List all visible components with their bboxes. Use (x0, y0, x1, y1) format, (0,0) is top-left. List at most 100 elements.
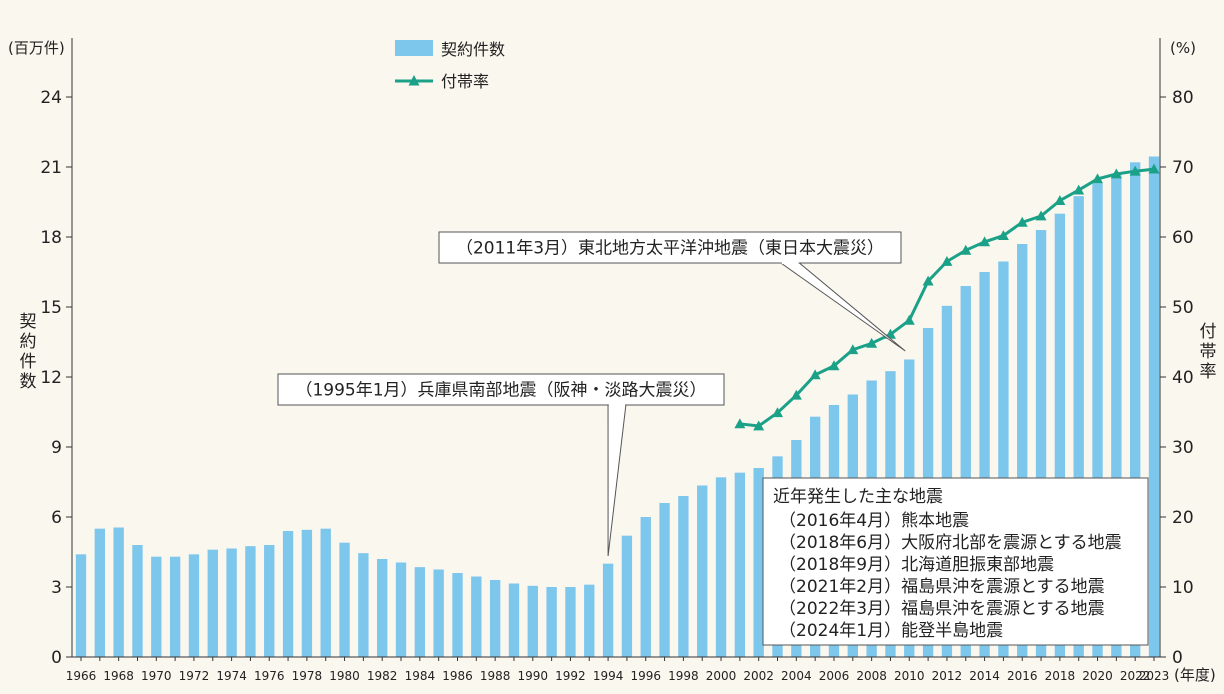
ratio-marker-2010 (903, 314, 915, 325)
bar-1991 (546, 587, 557, 657)
bar-2013 (960, 286, 971, 657)
bar-1996 (640, 517, 651, 657)
left-tick-label: 21 (40, 158, 62, 178)
left-tick-label: 18 (40, 228, 62, 248)
bar-1997 (659, 503, 670, 657)
bar-1983 (395, 562, 407, 657)
recent-box-item: （2021年2月）福島県沖を震源とする地震 (779, 577, 1105, 597)
bar-1988 (489, 580, 501, 657)
x-tick-label: 2004 (781, 669, 812, 683)
x-tick-label: 2016 (1007, 669, 1038, 683)
recent-box-item: （2016年4月）熊本地震 (779, 511, 969, 531)
y-left-unit: (百万件) (8, 39, 65, 57)
bar-1968 (113, 527, 124, 657)
annotation-1995-pointer (607, 404, 627, 557)
x-tick-label: 1970 (141, 669, 172, 683)
y-right-title: 付帯率 (1200, 322, 1217, 382)
right-tick-label: 20 (1172, 508, 1194, 528)
x-axis: 1966 1968 1970 1972 1974 1976 1978 1980 1982 1984… (66, 656, 1169, 683)
bar-1986 (452, 573, 463, 657)
bar-2021 (1111, 174, 1122, 657)
right-tick-label: 0 (1172, 648, 1183, 668)
ratio-marker-2003 (772, 407, 784, 418)
x-tick-label: 2020 (1082, 669, 1113, 683)
bar-1967 (94, 528, 106, 657)
left-tick-label: 12 (40, 368, 62, 388)
recent-box-title: 近年発生した主な地震 (773, 487, 943, 507)
ratio-marker-2021 (1110, 168, 1122, 179)
bar-1975 (245, 546, 256, 657)
ratio-marker-2019 (1073, 184, 1085, 195)
ratio-marker-2007 (847, 344, 859, 355)
bar-2000 (715, 477, 727, 657)
right-tick-label: 50 (1172, 298, 1194, 318)
bar-1979 (320, 528, 331, 657)
annotation-2011-pointer (779, 262, 906, 352)
right-tick-label: 40 (1172, 368, 1194, 388)
x-tick-label: 2008 (856, 669, 887, 683)
right-tick-label: 60 (1172, 228, 1194, 248)
left-tick-label: 24 (40, 88, 62, 108)
right-tick-label: 80 (1172, 88, 1194, 108)
left-tick-label: 6 (51, 508, 62, 528)
ratio-marker-2011 (922, 275, 934, 286)
bar-2023 (1148, 156, 1160, 657)
ratio-marker-2012 (941, 256, 953, 266)
bar-1974 (226, 548, 237, 657)
bar-1982 (377, 559, 388, 657)
x-tick-label: 2000 (706, 669, 737, 683)
recent-box-item: （2018年6月）大阪府北部を震源とする地震 (779, 533, 1122, 553)
bar-1976 (264, 545, 275, 657)
x-tick-label: 1972 (179, 669, 210, 683)
ratio-marker-2001 (734, 418, 746, 429)
x-tick-label: 1982 (367, 669, 398, 683)
x-tick-label: 2002 (743, 669, 774, 683)
ratio-marker-2004 (790, 389, 802, 400)
annotation-2011-box (438, 231, 902, 264)
x-tick-label: 1996 (630, 669, 661, 683)
x-tick-label: 1968 (103, 669, 134, 683)
x-tick-label: 1986 (442, 669, 473, 683)
line-series (734, 163, 1160, 431)
ratio-marker-2018 (1054, 195, 1066, 205)
x-tick-label: 2006 (819, 669, 850, 683)
ratio-marker-2006 (828, 360, 840, 371)
x-tick-label: 2014 (969, 669, 1000, 683)
ratio-marker-2002 (753, 420, 765, 431)
annotation-2011: （2011年3月）東北地方太平洋沖地震（東日本大震災） (438, 231, 906, 352)
legend-bar-label: 契約件数 (441, 40, 505, 59)
bar-1992 (565, 587, 576, 657)
bar-1981 (358, 553, 369, 657)
bar-2018 (1054, 213, 1066, 657)
bar-1987 (471, 576, 482, 657)
left-tick-label: 9 (51, 438, 62, 458)
bar-1969 (132, 545, 143, 657)
bar-1995 (621, 535, 633, 657)
x-axis-unit: (年度) (1174, 666, 1216, 684)
bar-1999 (697, 485, 708, 657)
right-tick-label: 70 (1172, 158, 1194, 178)
legend-line-label: 付帯率 (441, 72, 489, 91)
annotation-1995-box (277, 373, 725, 406)
bar-1994 (602, 563, 614, 657)
x-tick-label: 2012 (932, 669, 963, 683)
bar-1984 (414, 567, 426, 657)
ratio-marker-2015 (997, 230, 1009, 240)
bar-2017 (1035, 230, 1047, 657)
bar-1977 (282, 531, 294, 657)
left-tick-label: 3 (51, 578, 62, 598)
x-tick-label: 1994 (593, 669, 624, 683)
x-tick-label: 1990 (518, 669, 549, 683)
bar-1985 (433, 569, 444, 657)
x-tick-label: 2010 (894, 669, 925, 683)
bar-1971 (169, 556, 181, 657)
x-tick-label: 1998 (668, 669, 699, 683)
bar-1966 (75, 554, 87, 657)
y-left-title: 契約件数 (20, 312, 37, 392)
left-tick-label: 0 (51, 648, 62, 668)
bar-2020 (1092, 183, 1103, 658)
ratio-marker-2022 (1129, 165, 1141, 176)
